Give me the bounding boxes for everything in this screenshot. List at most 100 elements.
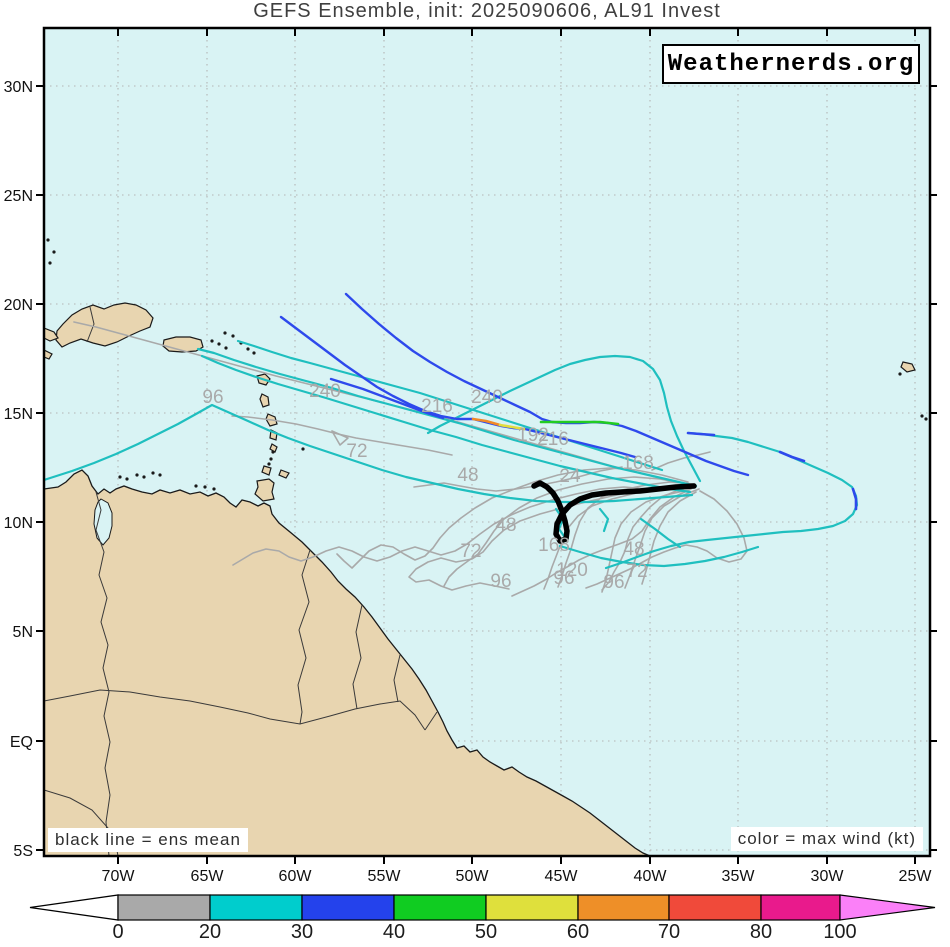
colorbar-tick-label: 20 <box>199 921 221 943</box>
wind-speed-segment-green <box>539 420 620 426</box>
island-trinidad <box>254 478 275 502</box>
island-speck <box>48 261 52 265</box>
colorbar-segment <box>485 894 579 921</box>
forecast-hour-label: 48 <box>457 465 478 486</box>
colorbar-tick-label: 60 <box>567 921 589 943</box>
island-speck <box>271 450 275 454</box>
ensemble-member-track-blue <box>279 315 637 459</box>
ensemble-member-track-gray <box>624 488 700 589</box>
ensemble-member-track-gray <box>413 466 623 492</box>
island-speck <box>267 462 271 466</box>
ensemble-member-track-gray <box>232 486 649 566</box>
colorbar-tick-label: 70 <box>658 921 680 943</box>
lon-label: 70W <box>102 868 136 885</box>
lon-label: 25W <box>899 868 933 885</box>
colorbar-tick-label: 40 <box>383 921 405 943</box>
ensemble-member-track-gray <box>601 486 693 591</box>
island-speck <box>203 485 207 489</box>
wind-speed-colorbar <box>29 894 936 921</box>
border-brazil-north <box>44 689 426 731</box>
colorbar-tick-label: 100 <box>823 921 856 943</box>
lon-label: 45W <box>545 868 579 885</box>
forecast-hour-label: 192 <box>517 425 549 446</box>
island-speck <box>231 334 235 338</box>
border-frguiana-brazil <box>424 711 438 731</box>
map-frame <box>42 26 932 858</box>
island-speck <box>52 250 56 254</box>
forecast-hour-label: 168 <box>622 453 654 474</box>
wind-speed-segment-blue <box>778 450 806 463</box>
lat-axis-labels: 30N 25N 20N 15N 10N 5N EQ 5S <box>4 79 33 860</box>
island-cuba-tip <box>44 327 59 342</box>
ensemble-member-track-cyan <box>639 517 682 549</box>
lat-label: 5S <box>13 843 33 860</box>
lat-label: 10N <box>4 515 33 532</box>
border-venezuela-guyana <box>297 549 311 725</box>
lat-label: EQ <box>10 734 33 751</box>
south-america-landmass <box>44 469 651 856</box>
wind-speed-segment-blue <box>851 487 858 511</box>
island-speck <box>212 487 216 491</box>
forecast-hour-label: 96 <box>553 568 574 589</box>
island-st-vincent <box>269 443 278 453</box>
ensemble-member-track-blue <box>329 377 445 420</box>
island-tobago <box>278 469 290 479</box>
forecast-hour-label: 216 <box>421 396 453 417</box>
legend-ens-mean: black line = ens mean <box>48 828 248 852</box>
lat-label: 5N <box>13 624 33 641</box>
forecast-hour-label: 72 <box>460 541 481 562</box>
island-speck <box>246 347 250 351</box>
colorbar-segment <box>760 894 841 921</box>
lon-label: 35W <box>722 868 756 885</box>
forecast-hour-label: 168 <box>538 535 570 556</box>
island-puerto-rico <box>162 336 204 353</box>
colorbar-segment <box>117 894 211 921</box>
forecast-hour-label: 72 <box>626 561 647 582</box>
legend-max-wind: color = max wind (kt) <box>730 827 923 851</box>
border-colombia-venezuela <box>95 491 111 856</box>
colorbar-tick-label: 30 <box>291 921 313 943</box>
island-speck <box>135 473 139 477</box>
island-speck <box>217 342 221 346</box>
wind-speed-segment-yellow <box>498 423 526 431</box>
forecast-hour-label: 240 <box>309 381 341 402</box>
colorbar-right-arrow <box>839 894 936 921</box>
island-speck <box>194 484 198 488</box>
ensemble-member-track-cyan <box>200 354 692 494</box>
lat-label: 30N <box>4 79 33 96</box>
ensemble-member-track-gray <box>511 488 692 597</box>
colorbar-tick-label: 50 <box>475 921 497 943</box>
ensemble-member-track-cyan <box>236 339 664 472</box>
ensemble-member-track-gray <box>443 476 687 587</box>
island-speck <box>924 417 928 421</box>
island-speck <box>151 471 155 475</box>
lon-axis-labels: 70W 65W 60W 55W 50W 45W 40W 35W 30W 25W <box>102 868 933 885</box>
colorbar-tick-label: 80 <box>750 921 772 943</box>
forecast-hour-label: 48 <box>495 515 516 536</box>
forecast-hour-label: 120 <box>556 560 588 581</box>
border-guyana-suriname <box>352 604 363 710</box>
ensemble-member-track-gray <box>641 491 697 585</box>
colorbar-left-arrow <box>29 894 119 921</box>
forecast-hour-label: 24 <box>559 466 581 487</box>
forecast-hour-label: 48 <box>623 539 644 560</box>
ensemble-member-track-gray <box>651 451 711 471</box>
wind-speed-segment-blue <box>686 431 716 437</box>
island-speck <box>269 457 273 461</box>
forecast-hour-label: 240 <box>471 387 503 408</box>
ensemble-member-track-cyan <box>426 354 702 483</box>
colorbar-segment <box>393 894 487 921</box>
island-grenada <box>261 465 272 476</box>
forecast-hour-label: 216 <box>537 429 569 450</box>
island-cape-verde <box>900 361 916 373</box>
forecast-hour-label: 96 <box>202 387 223 408</box>
island-speck <box>46 238 50 242</box>
island-speck <box>223 331 227 335</box>
colorbar-segment <box>209 894 303 921</box>
ensemble-member-track-cyan <box>558 544 760 568</box>
colorbar-tick-label: 0 <box>112 921 123 943</box>
ensemble-member-track-gray <box>331 430 349 446</box>
forecast-hour-label: 72 <box>346 441 367 462</box>
